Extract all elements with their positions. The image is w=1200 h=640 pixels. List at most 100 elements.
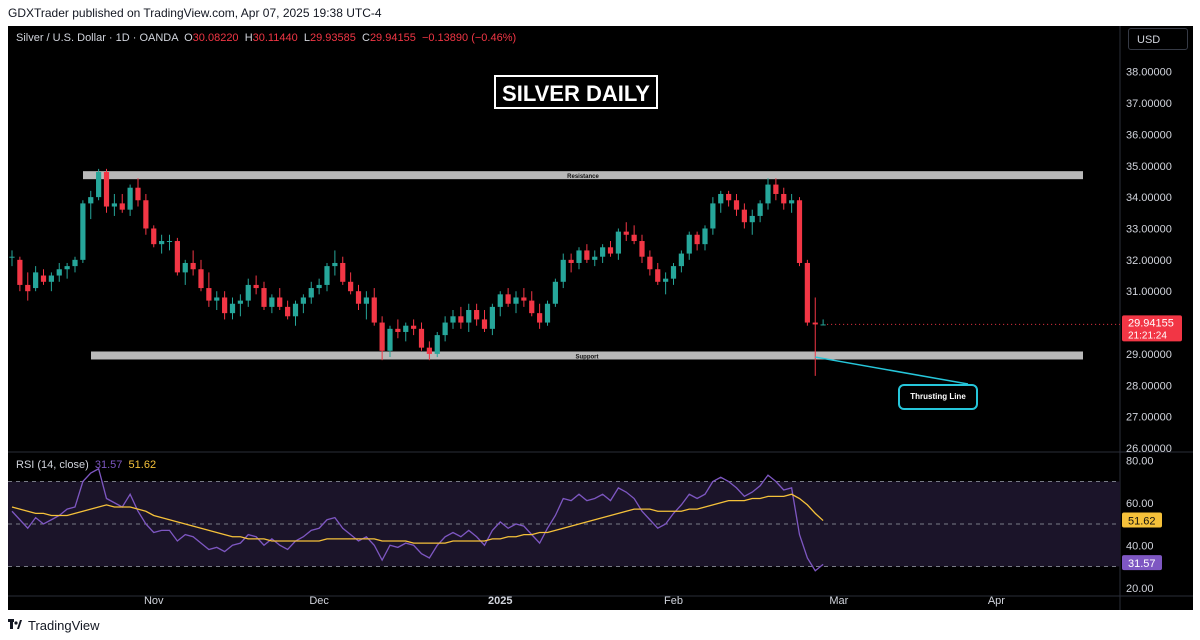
candlestick-chart[interactable]: 38.00000 37.00000 36.00000 35.00000 34.00000… [8, 26, 1193, 610]
candle-body [64, 266, 70, 270]
candle-body [379, 322, 385, 351]
candle-body [600, 247, 606, 257]
candle-body [537, 313, 543, 323]
rsi-value-tag-label: 31.57 [1128, 558, 1156, 570]
candle-body [292, 303, 299, 317]
price-tick-label: 27.00000 [1126, 412, 1172, 424]
candle-body [678, 253, 684, 267]
candle-body [741, 209, 747, 223]
candle-body [316, 284, 322, 289]
candle-body [324, 266, 330, 285]
candle-body [395, 328, 401, 332]
candle-body [442, 322, 448, 336]
change-value: −0.13890 (−0.46%) [421, 32, 517, 44]
rsi-value: 31.57 [94, 459, 123, 471]
candle-body [781, 193, 787, 204]
rsi-tick-label: 60.00 [1126, 498, 1154, 510]
candle-body [481, 319, 488, 329]
candle-body [647, 256, 653, 270]
time-axis-label: Nov [144, 595, 164, 607]
callout-pointer [815, 356, 969, 385]
candle-body [773, 184, 779, 194]
candle-body [670, 266, 677, 279]
candle-body [72, 259, 78, 267]
candle-body [206, 288, 212, 301]
candle-body [40, 275, 47, 282]
candle-body [733, 200, 740, 210]
candle-body [403, 325, 409, 332]
price-tick-label: 31.00000 [1126, 286, 1172, 298]
candle-body [615, 231, 621, 254]
top-bar: GDXTrader published on TradingView.com, … [0, 0, 1200, 26]
rsi-ma-line [11, 493, 824, 544]
candle-body [25, 284, 31, 292]
candle-body [198, 269, 204, 289]
candle-body [245, 284, 251, 301]
candle-body [135, 187, 141, 201]
rsi-ma-tag-label: 51.62 [1128, 516, 1156, 528]
candle-body [796, 200, 803, 263]
candle-body [757, 203, 763, 216]
candle-body [308, 288, 314, 298]
support-label: Support [576, 354, 599, 360]
candle-body [521, 297, 527, 301]
candle-body [237, 300, 243, 304]
candle-body [505, 294, 511, 304]
candle-body [285, 306, 291, 317]
currency-button[interactable]: USD [1128, 28, 1188, 50]
footer-brand: TradingView [28, 618, 100, 633]
open-value: 30.08220 [192, 32, 239, 44]
price-tick-label: 29.00000 [1126, 349, 1172, 361]
candle-body [718, 193, 724, 204]
candle-body [804, 262, 810, 323]
rsi-line [11, 467, 824, 572]
candle-body [119, 203, 125, 210]
candle-body [434, 335, 440, 354]
resistance-band [83, 171, 1083, 180]
price-tick-label: 37.00000 [1126, 98, 1172, 110]
candle-body [387, 328, 393, 351]
candle-body [529, 300, 535, 314]
price-tick-label: 26.00000 [1126, 443, 1172, 455]
candle-body [9, 256, 15, 258]
candle-body [151, 228, 157, 245]
low-label: L [303, 32, 310, 44]
high-label: H [244, 32, 253, 44]
candle-body [552, 281, 558, 304]
candle-body [418, 328, 425, 348]
symbol-name: Silver / U.S. Dollar · 1D · OANDA [16, 32, 178, 44]
candle-body [143, 200, 149, 229]
candle-body [749, 215, 755, 223]
candle-body [474, 310, 480, 320]
candle-body [355, 291, 362, 304]
low-value: 29.93585 [309, 32, 356, 44]
price-tick-label: 35.00000 [1126, 161, 1172, 173]
chart-area[interactable]: 38.00000 37.00000 36.00000 35.00000 34.00000… [8, 26, 1193, 610]
symbol-legend: Silver / U.S. Dollar · 1D · OANDA O30.08… [16, 32, 516, 44]
candle-body [686, 234, 692, 254]
publisher-line: GDXTrader published on TradingView.com, … [8, 6, 382, 20]
rsi-tick-label: 80.00 [1126, 455, 1154, 467]
rsi-legend: RSI (14, close) 31.57 51.62 [16, 459, 156, 471]
candle-body [229, 303, 236, 314]
candle-body [710, 203, 716, 229]
candle-body [560, 259, 566, 282]
candle-body [103, 172, 110, 207]
rsi-label: RSI (14, close) [16, 459, 89, 471]
time-axis-label: Mar [829, 595, 848, 607]
candle-body [663, 278, 669, 282]
candle-body [765, 184, 771, 204]
candle-body [576, 250, 582, 263]
rsi-value-tag [1122, 555, 1162, 571]
rsi-ma-value: 51.62 [128, 459, 157, 471]
candle-body [450, 316, 456, 323]
candle-body [789, 200, 795, 204]
candle-body [80, 203, 86, 260]
time-axis-label: 2025 [488, 595, 512, 607]
candle-body [592, 256, 598, 260]
candle-body [584, 250, 590, 260]
candle-body [694, 234, 700, 245]
candle-body [655, 269, 661, 282]
candle-body [300, 297, 306, 304]
candle-body [166, 241, 173, 243]
